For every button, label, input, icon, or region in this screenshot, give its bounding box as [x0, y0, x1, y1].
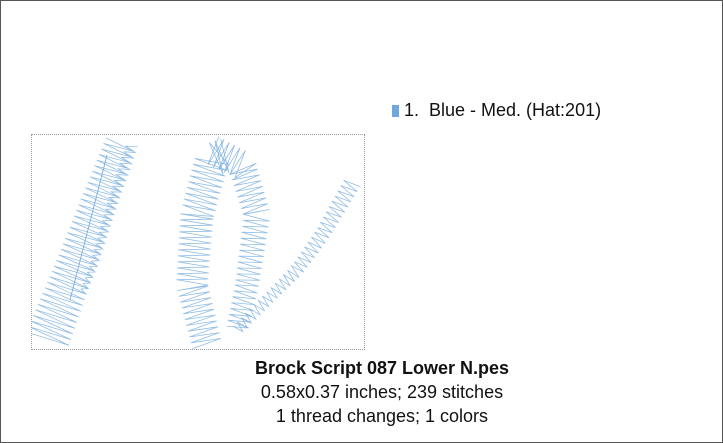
stitch-run [207, 136, 270, 329]
design-info: Brock Script 087 Lower N.pes 0.58x0.37 i… [31, 356, 723, 428]
stitch-drawing [32, 136, 361, 349]
jump-stitch [69, 154, 108, 301]
thread-legend: 1. Blue - Med. (Hat:201) [392, 100, 601, 121]
design-threads: 1 thread changes; 1 colors [275, 406, 489, 426]
stitch-run [176, 138, 230, 349]
stitch-run [80, 145, 138, 295]
thread-label: 1. Blue - Med. (Hat:201) [404, 100, 602, 120]
stitch-preview [31, 134, 365, 350]
thread-swatch [392, 105, 399, 117]
design-title: Brock Script 087 Lower N.pes [254, 358, 510, 378]
design-size: 0.58x0.37 inches; 239 stitches [260, 382, 504, 402]
stitch-run [233, 179, 361, 333]
